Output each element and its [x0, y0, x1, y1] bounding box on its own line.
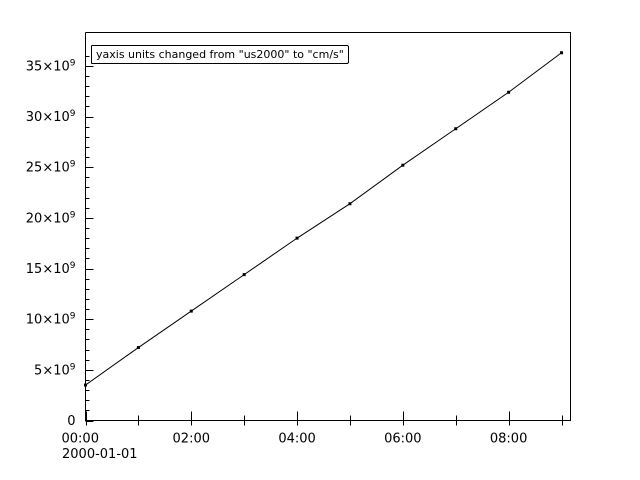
plot-border [85, 32, 571, 421]
data-point-marker [84, 383, 87, 387]
y-axis-ticks [85, 56, 94, 422]
data-point-marker [242, 273, 246, 277]
y-tick-label: 25×109 [26, 160, 76, 176]
x-axis-tick-labels: 00:00 02:00 04:00 06:00 08:00 [62, 432, 528, 447]
data-point-marker [507, 90, 511, 94]
data-point-marker [348, 202, 352, 206]
y-tick-label: 35×109 [26, 58, 76, 74]
annotation-label: yaxis units changed from "us2000" to "cm… [96, 48, 344, 61]
x-axis-ticks [86, 411, 563, 426]
x-tick-label: 08:00 [490, 432, 527, 447]
data-point-marker [401, 163, 405, 167]
annotation-units-changed: yaxis units changed from "us2000" to "cm… [91, 45, 349, 64]
x-tick-label: 06:00 [384, 432, 421, 447]
y-tick-label: 20×109 [26, 210, 76, 226]
x-axis-date-label: 2000-01-01 [62, 447, 138, 462]
data-point-marker [189, 309, 193, 313]
x-tick-label: 04:00 [278, 432, 315, 447]
y-tick-label: 10×109 [26, 312, 76, 328]
series-line [85, 52, 562, 386]
data-point-marker [136, 346, 140, 350]
data-point-marker [454, 127, 458, 131]
data-series-cms [84, 51, 564, 387]
data-point-marker [560, 51, 564, 55]
data-point-marker [295, 236, 299, 240]
y-axis-tick-labels: 0 5×109 10×109 15×109 20×109 25×109 30×109 35×1… [26, 58, 76, 429]
plot-frame [85, 32, 571, 421]
y-tick-label: 15×109 [26, 261, 76, 277]
x-tick-label: 02:00 [173, 432, 210, 447]
y-tick-label: 30×109 [26, 109, 76, 125]
y-tick-label: 0 [67, 414, 75, 429]
annotation-box [91, 45, 349, 64]
x-tick-label: 00:00 [62, 432, 99, 447]
y-tick-label: 5×109 [34, 362, 76, 378]
